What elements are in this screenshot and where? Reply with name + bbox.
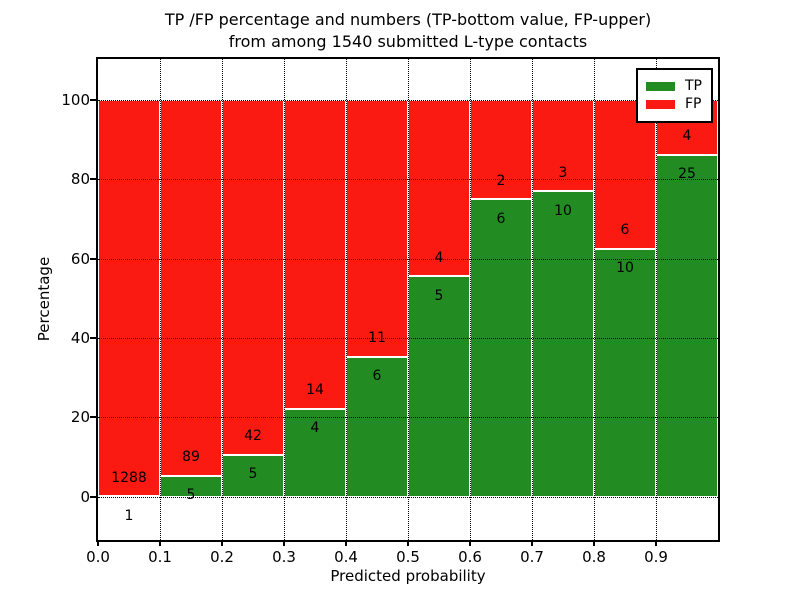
chart-title-line2: from among 1540 submitted L-type contact… <box>228 32 588 51</box>
tp-bar-segment <box>222 454 284 497</box>
y-tick-mark <box>90 495 96 498</box>
tp-bar-segment <box>284 408 346 497</box>
tp-bar-segment <box>532 191 594 497</box>
fp-bar-segment <box>98 99 160 497</box>
tp-color-swatch <box>646 82 675 91</box>
tp-count-label: 5 <box>248 465 258 482</box>
x-tick-label: 0.2 <box>210 548 234 566</box>
y-tick-mark <box>90 257 96 260</box>
fp-count-label: 4 <box>682 128 692 145</box>
gridline-horizontal <box>98 179 718 181</box>
gridline-vertical <box>408 59 409 540</box>
x-tick-mark <box>655 540 657 546</box>
gridline-vertical <box>284 59 285 540</box>
tp-count-label: 25 <box>678 166 696 183</box>
gridline-horizontal <box>98 337 718 339</box>
gridline-vertical <box>470 59 471 540</box>
x-tick-label: 0.1 <box>148 548 172 566</box>
x-tick-mark <box>407 540 409 546</box>
tp-bar-segment <box>408 276 470 497</box>
y-tick-label: 20 <box>70 408 90 427</box>
tp-bar-segment <box>470 199 532 497</box>
fp-count-label: 11 <box>368 330 386 347</box>
x-tick-label: 0.4 <box>334 548 358 566</box>
fp-count-label: 42 <box>244 428 262 445</box>
y-tick-label: 80 <box>70 170 90 189</box>
fp-bar-segment <box>346 99 408 357</box>
plot-area: TP FP 1288 1 89 5 42 5 14 4 11 6 4 5 2 6 3 10 6 10 4 25 <box>90 57 720 546</box>
gridline-horizontal <box>98 258 718 260</box>
tp-count-label: 10 <box>554 202 572 219</box>
fp-count-label: 14 <box>306 382 324 399</box>
tp-count-label: 5 <box>186 487 196 504</box>
tp-count-label: 10 <box>616 260 634 277</box>
x-tick-mark <box>283 540 285 546</box>
x-tick-label: 0.6 <box>458 548 482 566</box>
y-tick-mark <box>90 98 96 101</box>
legend-entry-tp: TP <box>646 79 702 94</box>
legend-label-tp: TP <box>685 78 702 94</box>
fp-count-label: 89 <box>182 449 200 466</box>
fp-count-label: 1288 <box>111 470 147 487</box>
fp-count-label: 2 <box>496 172 506 189</box>
x-tick-label: 0.9 <box>644 548 668 566</box>
y-tick-label: 100 <box>61 90 90 109</box>
gridline-horizontal <box>98 496 718 498</box>
gridline-horizontal <box>98 99 718 101</box>
gridline-vertical <box>594 59 595 540</box>
legend-label-fp: FP <box>685 96 702 112</box>
fp-bar-segment <box>160 99 222 476</box>
x-tick-mark <box>97 540 99 546</box>
gridline-vertical <box>346 59 347 540</box>
x-tick-mark <box>469 540 471 546</box>
y-tick-mark <box>90 178 96 181</box>
fp-count-label: 6 <box>620 222 630 239</box>
x-axis-label: Predicted probability <box>330 567 486 585</box>
y-tick-mark <box>90 336 96 339</box>
tp-count-label: 4 <box>310 419 320 436</box>
fp-color-swatch <box>646 100 675 109</box>
gridline-horizontal <box>98 417 718 419</box>
y-tick-label: 60 <box>70 249 90 268</box>
x-tick-mark <box>345 540 347 546</box>
gridline-vertical <box>222 59 223 540</box>
y-tick-label: 40 <box>70 328 90 347</box>
x-tick-mark <box>593 540 595 546</box>
x-tick-label: 0.8 <box>582 548 606 566</box>
y-tick-label: 0 <box>80 487 90 506</box>
x-tick-label: 0.3 <box>272 548 296 566</box>
y-tick-mark <box>90 416 96 419</box>
chart-title: TP /FP percentage and numbers (TP-bottom… <box>96 9 720 53</box>
x-tick-mark <box>531 540 533 546</box>
gridline-vertical <box>532 59 533 540</box>
tp-count-label: 1 <box>124 507 134 524</box>
fp-count-label: 3 <box>558 165 568 182</box>
x-tick-mark <box>221 540 223 546</box>
fp-count-label: 4 <box>434 250 444 266</box>
legend-entry-fp: FP <box>646 97 702 112</box>
gridline-vertical <box>656 59 657 540</box>
tp-bar-segment <box>656 154 718 497</box>
gridline-vertical <box>160 59 161 540</box>
tp-count-label: 6 <box>372 368 382 385</box>
tp-bar-segment <box>594 248 656 497</box>
x-tick-mark <box>159 540 161 546</box>
legend: TP FP <box>636 68 713 123</box>
tp-count-label: 6 <box>496 210 506 227</box>
x-tick-label: 0.7 <box>520 548 544 566</box>
fp-bar-segment <box>284 99 346 409</box>
y-axis-label: Percentage <box>35 256 53 342</box>
x-tick-label: 0.5 <box>396 548 420 566</box>
x-tick-label: 0.0 <box>86 548 110 566</box>
chart-title-line1: TP /FP percentage and numbers (TP-bottom… <box>164 10 652 29</box>
tp-count-label: 5 <box>434 287 444 304</box>
fp-bar-segment <box>222 99 284 455</box>
